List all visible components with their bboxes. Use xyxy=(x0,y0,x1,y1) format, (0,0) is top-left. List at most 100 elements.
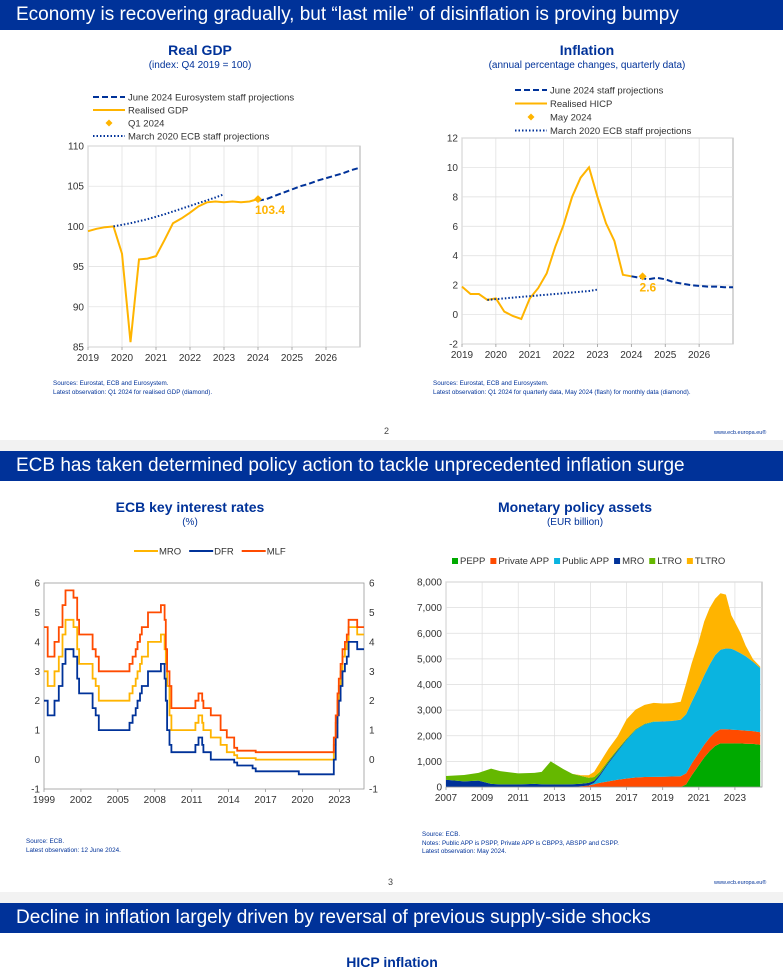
area-series xyxy=(446,648,761,787)
y-tick-label: 85 xyxy=(73,343,85,354)
legend-swatch xyxy=(554,558,561,564)
y-tick-label-right: -1 xyxy=(369,785,378,796)
x-tick-label: 2020 xyxy=(485,350,508,361)
y-tick-label: -1 xyxy=(31,785,40,796)
x-tick-label: 2023 xyxy=(328,795,351,806)
y-tick-label: 0 xyxy=(452,310,458,321)
legend-swatch xyxy=(452,558,458,564)
y-tick-label: 5 xyxy=(34,608,40,619)
data-label: 103.4 xyxy=(255,203,285,217)
y-tick-label: 3,000 xyxy=(417,706,442,717)
legend-label: June 2024 Eurosystem staff projections xyxy=(128,93,294,104)
series-line xyxy=(461,165,632,321)
plot-border xyxy=(43,582,365,790)
legend-label: Realised HICP xyxy=(550,99,612,110)
chart-subtitle-assets: (EUR billion) xyxy=(546,517,604,528)
x-tick-label: 2020 xyxy=(291,795,314,806)
note-line: Latest observation: Q1 2024 for quarterl… xyxy=(433,388,691,396)
chart-title-rates: ECB key interest rates xyxy=(115,499,265,515)
legend-label: DFR xyxy=(214,547,234,558)
x-tick-label: 2021 xyxy=(145,353,168,364)
note-line: Latest observation: Q1 2024 for realised… xyxy=(53,388,213,396)
legend-marker-diamond xyxy=(527,113,535,121)
legend-swatch xyxy=(490,558,497,564)
legend-label: May 2024 xyxy=(550,113,592,124)
chart-title-gdp: Real GDP xyxy=(168,42,232,58)
x-tick-label: 2024 xyxy=(620,350,643,361)
x-tick-label: 2020 xyxy=(111,353,134,364)
x-tick-label: 2021 xyxy=(519,350,542,361)
slide-policy: ECB has taken determined policy action t… xyxy=(0,451,783,892)
y-tick-label: 8 xyxy=(452,192,458,203)
chart-notes-inflation: Sources: Eurostat, ECB and Eurosystem. L… xyxy=(433,380,691,397)
y-tick-label-right: 5 xyxy=(369,608,375,619)
chart-title-assets: Monetary policy assets xyxy=(497,499,653,515)
x-tick-label: 2007 xyxy=(435,793,458,804)
y-tick-label: 1 xyxy=(34,726,40,737)
x-tick-label: 2005 xyxy=(107,795,130,806)
y-tick-label: 6 xyxy=(452,222,458,233)
y-tick-label: 2 xyxy=(452,281,458,292)
page-number: 3 xyxy=(388,877,394,887)
slide-economy: Economy is recovering gradually, but “la… xyxy=(0,0,783,440)
slide-title: Economy is recovering gradually, but “la… xyxy=(0,0,783,30)
y-tick-label: 95 xyxy=(73,262,85,273)
y-tick-label: 4 xyxy=(34,637,40,648)
series-line xyxy=(487,288,598,301)
slide-hicp: Decline in inflation largely driven by r… xyxy=(0,903,783,969)
footer-url[interactable]: www.ecb.europa.eu® xyxy=(714,880,767,886)
x-tick-label: 2019 xyxy=(77,353,100,364)
note-line: Latest observation: 12 June 2024. xyxy=(26,846,121,854)
note-line: Sources: Eurostat, ECB and Eurosystem. xyxy=(53,380,169,387)
y-tick-label: 5,000 xyxy=(417,654,442,665)
y-tick-label-right: 3 xyxy=(369,667,375,678)
series-line xyxy=(257,166,361,202)
legend-label: MLF xyxy=(267,547,286,558)
series-line xyxy=(631,275,733,289)
note-line: Latest observation: May 2024. xyxy=(422,848,507,855)
x-tick-label: 2013 xyxy=(543,793,566,804)
x-tick-label: 2026 xyxy=(688,350,711,361)
y-tick-label: 2,000 xyxy=(417,731,442,742)
chart-notes-rates: Source: ECB. Latest observation: 12 June… xyxy=(26,838,121,855)
y-tick-label-right: 0 xyxy=(369,755,375,766)
chart-rates: -1 -1 0 0 1 1 2 2 3 3 4 4 5 5 6 6 1999 2002 2005 2008 2011 20… xyxy=(31,547,378,807)
y-tick-label-right: 1 xyxy=(369,726,375,737)
x-tick-label: 2022 xyxy=(179,353,202,364)
legend-label: June 2024 staff projections xyxy=(550,86,664,97)
x-tick-label: 2014 xyxy=(217,795,240,806)
slide-title: Decline in inflation largely driven by r… xyxy=(0,903,783,933)
x-tick-label: 2019 xyxy=(451,350,474,361)
legend-marker-diamond xyxy=(105,119,113,127)
y-tick-label: 110 xyxy=(68,142,84,153)
chart-notes-gdp: Sources: Eurostat, ECB and Eurosystem. L… xyxy=(53,380,212,397)
y-tick-label: 6,000 xyxy=(417,629,442,640)
x-tick-label: 2023 xyxy=(724,793,747,804)
x-tick-label: 2011 xyxy=(181,795,203,806)
y-tick-label: 4,000 xyxy=(417,680,442,691)
x-tick-label: 2023 xyxy=(586,350,609,361)
note-line: Sources: Eurostat, ECB and Eurosystem. xyxy=(433,380,549,387)
y-tick-label-right: 2 xyxy=(369,696,375,707)
legend-label: LTRO xyxy=(657,556,682,567)
legend-swatch xyxy=(686,558,693,564)
y-tick-label: -2 xyxy=(449,340,458,351)
page-number: 2 xyxy=(384,426,390,436)
x-tick-label: 2009 xyxy=(471,793,494,804)
chart-subtitle-inflation: (annual percentage changes, quarterly da… xyxy=(488,60,686,71)
y-tick-label: 12 xyxy=(447,134,459,145)
note-line: Source: ECB. xyxy=(422,831,461,838)
chart-notes-assets: Source: ECB. Notes: Public APP is PSPP, … xyxy=(422,831,619,857)
x-tick-label: 2017 xyxy=(615,793,638,804)
x-tick-label: 2019 xyxy=(652,793,675,804)
y-tick-label: 3 xyxy=(34,667,40,678)
legend-label: PEPP xyxy=(460,556,485,567)
footer-url[interactable]: www.ecb.europa.eu® xyxy=(714,430,767,436)
y-tick-label: 8,000 xyxy=(417,578,442,589)
series-line xyxy=(87,198,259,343)
series-line xyxy=(44,589,364,754)
data-point-diamond xyxy=(254,195,262,204)
x-tick-label: 1999 xyxy=(33,795,56,806)
y-tick-label: 100 xyxy=(67,222,84,233)
y-tick-label: 0 xyxy=(34,755,40,766)
